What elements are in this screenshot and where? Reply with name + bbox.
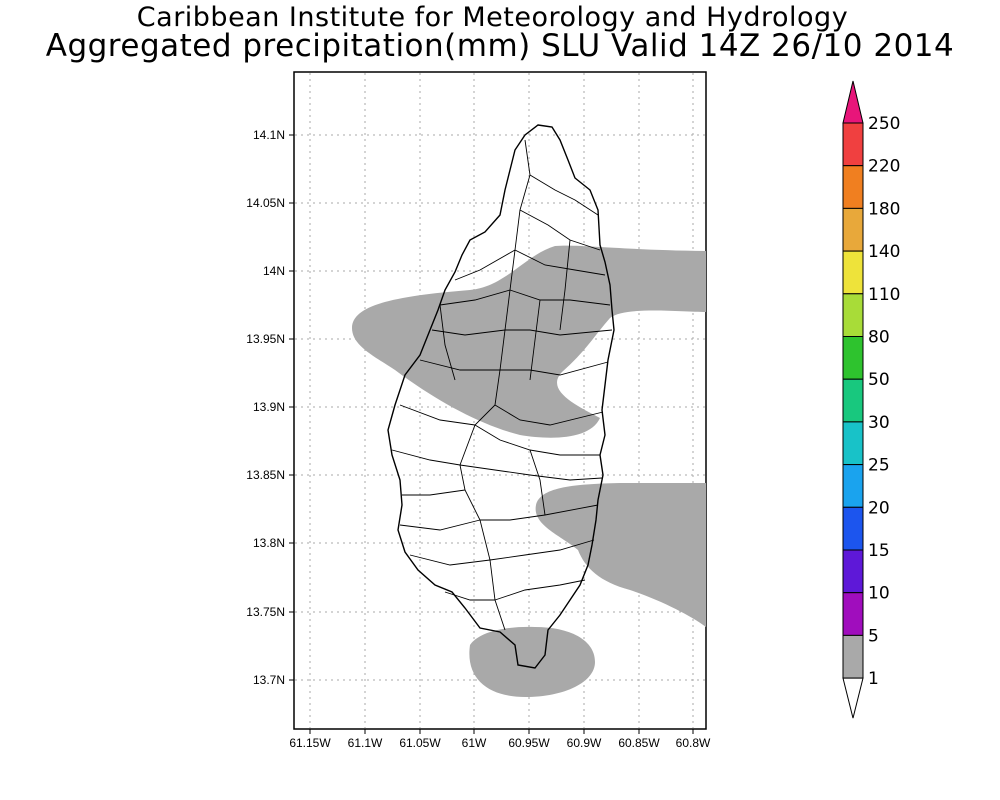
lat-tick-label: 14N (263, 264, 285, 278)
colorbar-swatch (842, 549, 864, 594)
colorbar-label: 1 (868, 669, 879, 689)
lon-tick-label: 60.95W (508, 736, 550, 750)
colorbar-swatch (842, 378, 864, 423)
colorbar-label: 30 (868, 413, 890, 433)
lat-tick-label: 13.8N (253, 536, 285, 550)
precip-area-east (535, 483, 706, 627)
colorbar-label: 15 (868, 541, 890, 561)
colorbar-swatch (842, 506, 864, 551)
title-line-2: Aggregated precipitation(mm) SLU Valid 1… (45, 28, 955, 64)
colorbar-label: 250 (868, 114, 900, 134)
colorbar-swatch (842, 122, 864, 167)
colorbar-swatch (842, 250, 864, 295)
colorbar-label: 5 (868, 626, 879, 646)
axis-ticks: 61.15W 61.1W 61.05W 61W 60.95W 60.9W 60.85W 60.… (246, 128, 711, 750)
lon-tick-label: 61.05W (399, 736, 441, 750)
title-line-1: Caribbean Institute for Meteorology and … (136, 2, 849, 33)
lat-tick-label: 14.05N (246, 196, 285, 210)
lat-tick-label: 13.9N (253, 400, 285, 414)
lon-tick-label: 61.1W (348, 736, 383, 750)
lon-tick-label: 60.85W (618, 736, 660, 750)
colorbar-label: 140 (868, 242, 900, 262)
colorbar-top-arrow (842, 80, 864, 124)
lon-tick-label: 60.8W (676, 736, 711, 750)
gridlines (295, 73, 705, 728)
lon-tick-label: 61.15W (289, 736, 331, 750)
lat-tick-label: 14.1N (253, 128, 285, 142)
colorbar-label: 50 (868, 370, 890, 390)
lat-tick-label: 13.95N (246, 332, 285, 346)
colorbar-swatch (842, 421, 864, 466)
precipitation-shading (352, 245, 706, 697)
colorbar-label: 20 (868, 498, 890, 518)
colorbar-label: 220 (868, 157, 900, 177)
lon-tick-label: 60.9W (567, 736, 602, 750)
lat-tick-label: 13.85N (246, 468, 285, 482)
island-coastline (387, 124, 615, 669)
colorbar-swatch (842, 634, 864, 679)
colorbar-swatch (842, 165, 864, 209)
lon-tick-label: 61W (462, 736, 487, 750)
colorbar-label: 110 (868, 285, 900, 305)
lat-tick-label: 13.75N (246, 605, 285, 619)
colorbar-swatch (842, 293, 864, 337)
colorbar: 250 220 180 140 110 80 50 30 25 20 15 10 5 1 (842, 80, 900, 719)
precip-area-south (469, 626, 595, 697)
colorbar-swatch (842, 592, 864, 636)
colorbar-label: 80 (868, 328, 890, 348)
colorbar-bottom-arrow (842, 677, 864, 719)
colorbar-label: 10 (868, 584, 890, 604)
colorbar-label: 25 (868, 456, 890, 476)
colorbar-swatch (842, 464, 864, 508)
colorbar-swatch (842, 336, 864, 380)
watershed-boundaries (391, 139, 613, 631)
lat-tick-label: 13.7N (253, 673, 285, 687)
colorbar-label: 180 (868, 199, 900, 219)
colorbar-swatch (842, 207, 864, 252)
precip-area-north (352, 245, 706, 438)
